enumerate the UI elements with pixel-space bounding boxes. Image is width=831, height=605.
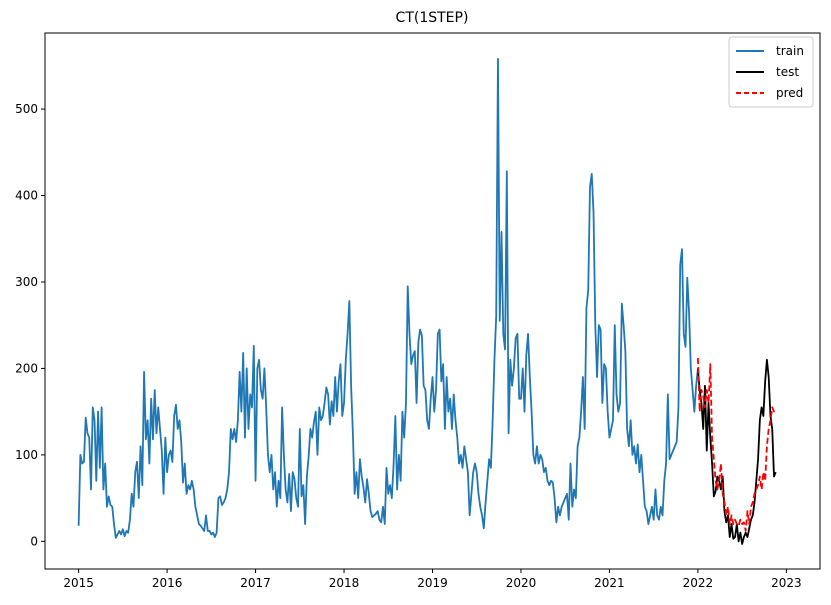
y-tick-label: 0 [30,534,38,548]
y-tick-label: 200 [15,361,38,375]
legend-label-pred: pred [776,86,803,100]
y-tick-label: 400 [15,189,38,203]
axes-frame [44,32,821,570]
legend: train test pred [728,36,814,108]
legend-label-train: train [776,44,804,58]
x-tick-label: 2020 [506,576,537,590]
legend-box [728,36,814,108]
chart-title: CT(1STEP) [396,10,469,26]
x-axis: 2015 2016 2017 2018 2019 2020 2021 2022 2023 [63,569,802,590]
x-tick-label: 2022 [683,576,714,590]
y-tick-label: 500 [15,102,38,116]
x-tick-label: 2018 [329,576,360,590]
x-tick-label: 2019 [417,576,448,590]
x-tick-label: 2023 [771,576,802,590]
series-line-pred [697,358,777,532]
x-tick-label: 2017 [240,576,271,590]
y-tick-label: 100 [15,448,38,462]
y-axis: 0 100 200 300 400 500 [15,102,45,548]
x-tick-label: 2021 [594,576,625,590]
legend-label-test: test [776,65,799,79]
series-layer [77,58,777,545]
x-tick-label: 2016 [152,576,183,590]
series-line-train [77,58,699,539]
x-tick-label: 2015 [63,576,94,590]
y-tick-label: 300 [15,275,38,289]
